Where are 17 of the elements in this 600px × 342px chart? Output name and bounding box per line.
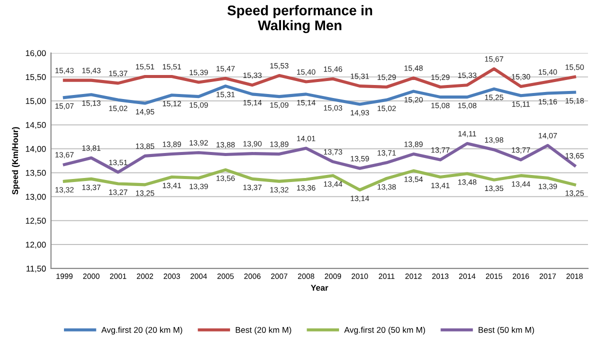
y-tick-label: 15,50 [26,74,46,82]
y-tick-label: 15,00 [26,98,46,105]
y-tick-label: 11,50 [26,266,46,273]
x-axis-title: Year [310,284,328,291]
legend-label: Best (50 km M) [478,326,534,334]
y-tick-label: 12,00 [26,242,46,249]
y-tick-label: 14,50 [26,122,46,129]
y-tick-label: 14,00 [26,146,46,153]
legend-label: Avg.first 20 (50 km M) [344,326,425,334]
y-tick-label: 12,50 [26,218,46,225]
legend-label: Avg.first 20 (20 km M) [101,326,182,334]
chart-title: Speed performance in Walking Men [227,5,372,34]
legend-label: Best (20 km M) [236,326,292,334]
y-tick-label: 13,50 [26,170,46,177]
y-tick-label: 13,00 [26,194,46,201]
y-tick-label: 16,00 [26,50,46,58]
y-axis-title: Speed (Km/Hour) [12,127,20,195]
